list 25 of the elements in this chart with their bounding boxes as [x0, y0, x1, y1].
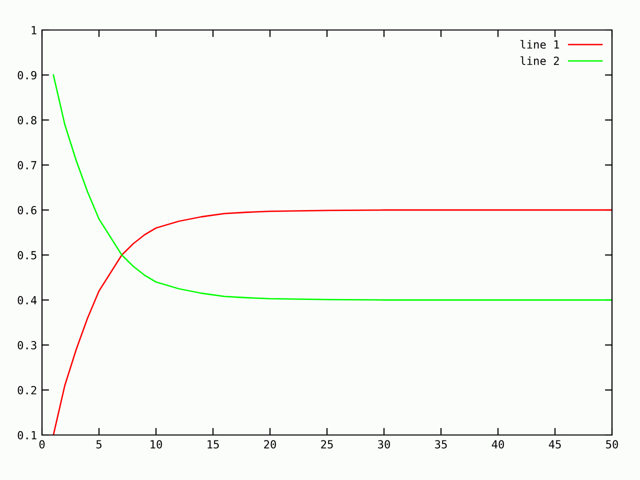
x-tick-label: 25 — [321, 440, 333, 449]
y-tick-label: 0.4 — [18, 296, 37, 304]
legend-label: line 2 — [520, 56, 559, 66]
x-tick-label: 15 — [208, 440, 219, 449]
y-tick-label: 0.1 — [18, 431, 36, 440]
x-tick-label: 45 — [548, 440, 561, 449]
x-tick-label: 40 — [492, 440, 504, 449]
line-series — [52, 74, 612, 301]
x-tick-label: 30 — [378, 440, 390, 449]
y-tick-label: 0.7 — [18, 161, 36, 170]
y-tick-label: 0.3 — [18, 341, 36, 350]
x-tick-label: 50 — [606, 440, 618, 449]
y-tick-label: 0.2 — [18, 386, 36, 394]
x-tick-label: 20 — [264, 440, 276, 449]
x-tick-label: 5 — [96, 440, 102, 449]
line-series — [52, 209, 612, 435]
x-tick-label: 35 — [435, 440, 447, 449]
x-tick-label: 0 — [39, 440, 45, 449]
legend-label: line 1 — [520, 40, 560, 49]
y-tick-label: 0.8 — [18, 116, 36, 124]
y-tick-label: 0.6 — [18, 206, 36, 214]
y-tick-label: 0.9 — [18, 71, 36, 80]
y-tick-label: 0.5 — [18, 251, 36, 260]
x-tick-label: 10 — [150, 440, 162, 449]
y-tick-label: 1 — [32, 26, 36, 34]
